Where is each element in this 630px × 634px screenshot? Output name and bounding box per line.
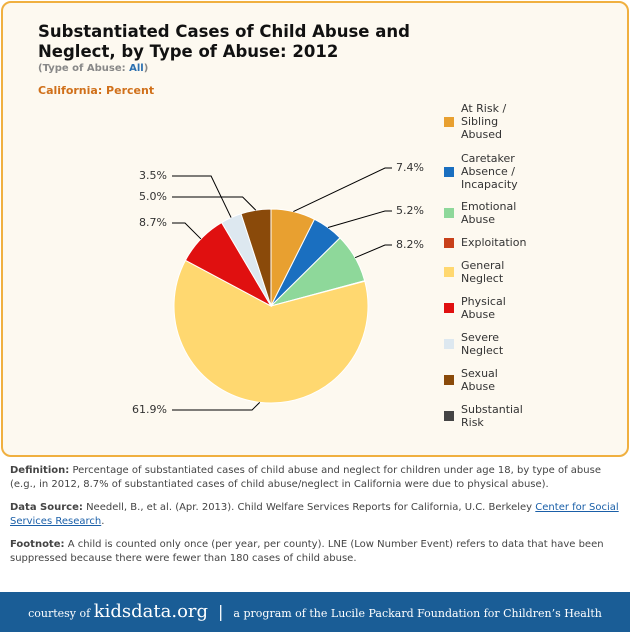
- note: Definition: Percentage of substantiated …: [10, 464, 620, 492]
- legend-swatch: [444, 339, 454, 349]
- legend-swatch: [444, 375, 454, 385]
- source-link[interactable]: Center for Social Services Research: [10, 502, 619, 527]
- legend-item[interactable]: General Neglect: [444, 259, 534, 285]
- subtitle: (Type of Abuse: All): [38, 63, 148, 74]
- data-label: 5.0%: [139, 190, 167, 203]
- note: Data Source: Needell, B., et al. (Apr. 2…: [10, 501, 620, 529]
- footer-text: a program of the Lucile Packard Foundati…: [233, 607, 602, 620]
- data-label: 8.7%: [139, 216, 167, 229]
- chart-title: Substantiated Cases of Child Abuse and N…: [38, 22, 410, 61]
- legend-swatch: [444, 116, 454, 127]
- note-text: Needell, B., et al. (Apr. 2013). Child W…: [86, 502, 533, 513]
- note-text: .: [101, 516, 105, 527]
- leader-line: [172, 196, 257, 211]
- legend-swatch: [444, 267, 454, 277]
- footer: courtesy of kidsdata.org | a program of th…: [0, 592, 630, 632]
- legend-swatch: [444, 411, 454, 421]
- leader-line: [172, 401, 261, 411]
- legend-swatch: [444, 208, 454, 218]
- legend-label: Caretaker Absence / Incapacity: [461, 152, 518, 191]
- legend-label: At Risk / Sibling Abused: [461, 102, 507, 141]
- note-label: Data Source:: [10, 502, 83, 513]
- legend-swatch: [444, 166, 454, 177]
- subtitle-value[interactable]: All: [129, 63, 144, 74]
- footer-text: courtesy of: [28, 607, 91, 620]
- legend-label: Severe Neglect: [461, 331, 504, 357]
- leader-line: [172, 222, 202, 240]
- legend-label: General Neglect: [461, 259, 505, 285]
- legend-item[interactable]: At Risk / Sibling Abused: [444, 102, 534, 141]
- note-text: Percentage of substantiated cases of chi…: [10, 465, 601, 490]
- legend-label: Physical Abuse: [461, 295, 506, 321]
- legend-item[interactable]: Exploitation: [444, 236, 534, 249]
- legend-label: Emotional Abuse: [461, 200, 517, 226]
- note: Footnote: A child is counted only once (…: [10, 538, 620, 566]
- legend-item[interactable]: Emotional Abuse: [444, 200, 534, 226]
- leader-line: [172, 175, 232, 218]
- subtitle-prefix: (Type of Abuse:: [38, 63, 126, 74]
- subtitle-suffix: ): [143, 63, 149, 74]
- note-label: Definition:: [10, 465, 70, 476]
- data-label: 61.9%: [132, 403, 167, 416]
- chart: 7.4% 5.2% 8.2% 61.9% 8.7% 3.5% 5.0%: [132, 161, 424, 416]
- leader-line: [354, 244, 392, 259]
- legend-item[interactable]: Caretaker Absence / Incapacity: [444, 152, 534, 191]
- data-label: 7.4%: [396, 161, 424, 174]
- separator: |: [218, 602, 224, 621]
- legend-item[interactable]: Severe Neglect: [444, 331, 534, 357]
- data-label: 8.2%: [396, 238, 424, 251]
- legend-label: Exploitation: [461, 236, 527, 249]
- legend-label: Sexual Abuse: [461, 367, 498, 393]
- legend-swatch: [444, 303, 454, 313]
- legend-label: Substantial Risk: [461, 403, 523, 429]
- legend-item[interactable]: Sexual Abuse: [444, 367, 534, 393]
- legend-item[interactable]: Substantial Risk: [444, 403, 534, 429]
- notes: Definition: Percentage of substantiated …: [10, 464, 620, 575]
- site-link[interactable]: kidsdata.org: [93, 601, 209, 622]
- leader-line: [293, 167, 392, 213]
- region-label: California: Percent: [38, 84, 155, 97]
- data-label: 5.2%: [396, 204, 424, 217]
- legend-swatch: [444, 237, 454, 248]
- legend-item[interactable]: Physical Abuse: [444, 295, 534, 321]
- data-label: 3.5%: [139, 169, 167, 182]
- note-text: A child is counted only once (per year, …: [10, 539, 604, 564]
- leader-line: [327, 210, 392, 229]
- note-label: Footnote:: [10, 539, 65, 550]
